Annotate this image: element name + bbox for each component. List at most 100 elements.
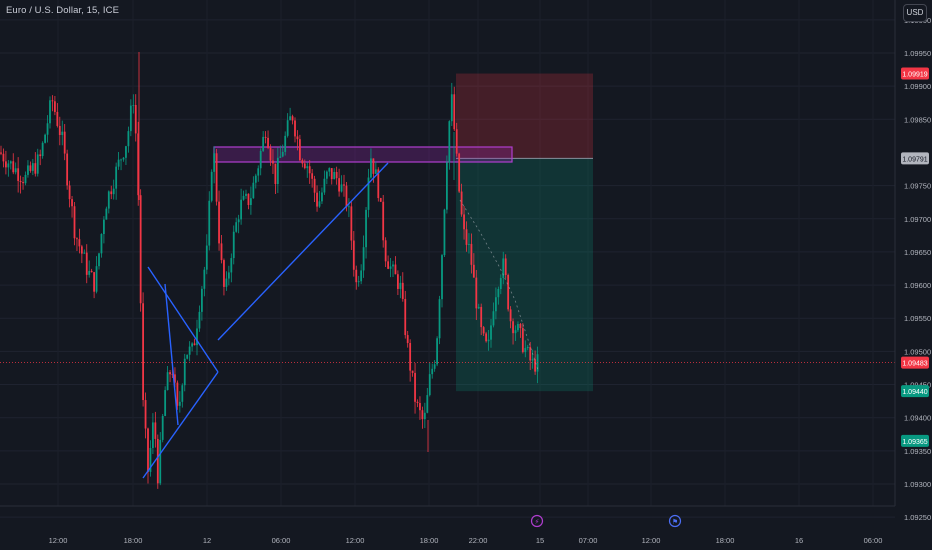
- candle: [215, 149, 218, 206]
- candle: [414, 363, 416, 414]
- candle: [250, 186, 252, 215]
- candle: [80, 244, 83, 264]
- candle: [419, 396, 421, 420]
- candle: [289, 107, 291, 121]
- candle: [186, 354, 189, 360]
- currency-button[interactable]: USD: [903, 4, 927, 22]
- candle: [529, 341, 532, 371]
- candle: [193, 338, 196, 346]
- candle: [181, 383, 184, 408]
- time-label: 12: [203, 536, 211, 545]
- trend-line[interactable]: [217, 162, 389, 341]
- candle: [61, 120, 64, 146]
- candle: [191, 342, 193, 352]
- candle: [24, 171, 27, 186]
- lightning-event-icon[interactable]: ⚡: [530, 514, 544, 528]
- candle: [125, 145, 127, 165]
- time-label: 16: [795, 536, 803, 545]
- candle: [357, 275, 360, 287]
- price-label: 1.09500: [904, 347, 931, 356]
- candle: [497, 286, 500, 305]
- chart-overlays: [0, 162, 895, 479]
- svg-text:1.09791: 1.09791: [902, 156, 927, 163]
- candle: [448, 120, 451, 170]
- candle: [78, 228, 81, 254]
- candle: [453, 86, 456, 131]
- candle: [14, 162, 17, 175]
- candle: [499, 274, 502, 295]
- trend-line[interactable]: [147, 266, 219, 373]
- candle: [487, 330, 490, 351]
- candle: [480, 303, 483, 336]
- candle: [49, 96, 51, 129]
- candle: [521, 323, 524, 354]
- candle: [340, 175, 343, 193]
- candle: [139, 189, 142, 312]
- candle: [514, 325, 517, 342]
- candle: [198, 305, 201, 332]
- candle: [472, 253, 475, 278]
- candle: [406, 330, 409, 348]
- candle: [152, 413, 154, 454]
- candle: [367, 168, 370, 218]
- candle: [176, 380, 179, 410]
- candle: [17, 157, 20, 193]
- price-label: 1.09550: [904, 314, 931, 323]
- candle: [132, 94, 135, 114]
- candle: [382, 194, 385, 248]
- time-label: 18:00: [124, 536, 143, 545]
- svg-text:1.09440: 1.09440: [902, 389, 927, 396]
- candle: [66, 149, 69, 190]
- price-label: 1.09450: [904, 381, 931, 390]
- price-label: 1.09850: [904, 115, 931, 124]
- stop-loss-zone[interactable]: [456, 73, 593, 159]
- candle: [0, 145, 2, 156]
- candle: [227, 265, 230, 286]
- candle: [147, 427, 149, 484]
- candle: [142, 292, 144, 407]
- candle: [112, 179, 115, 200]
- time-axis[interactable]: 12:00 18:00 12 06:00 12:00 18:00 22:00 15 07:00 1…: [0, 505, 895, 545]
- candle: [254, 173, 257, 189]
- price-label: 1.09700: [904, 215, 931, 224]
- trend-line[interactable]: [142, 371, 219, 479]
- candle: [534, 350, 536, 375]
- candle: [492, 302, 495, 328]
- price-tag: 1.09483: [901, 356, 929, 369]
- candle: [100, 233, 103, 258]
- candle: [316, 185, 318, 212]
- price-tag: 1.09791: [901, 152, 929, 165]
- price-axis[interactable]: 1.100001.099501.099001.098501.097501.097…: [894, 0, 932, 550]
- candle: [88, 260, 91, 278]
- trend-line[interactable]: [164, 283, 179, 426]
- candle: [365, 206, 367, 259]
- flag-event-icon[interactable]: ⚑: [668, 514, 682, 528]
- candle: [267, 130, 269, 150]
- candle: [31, 158, 34, 176]
- candle: [502, 251, 505, 285]
- candle: [85, 244, 88, 284]
- resistance-box[interactable]: [213, 146, 513, 163]
- candle: [509, 306, 512, 329]
- candle: [178, 391, 181, 413]
- time-label: 22:00: [469, 536, 488, 545]
- candle: [218, 190, 220, 251]
- take-profit-zone[interactable]: [456, 158, 593, 392]
- candle: [443, 208, 446, 258]
- time-label: 12:00: [346, 536, 365, 545]
- candle: [294, 117, 296, 143]
- candle: [338, 168, 340, 197]
- candle: [450, 82, 453, 126]
- candle: [423, 402, 426, 429]
- candle: [39, 149, 42, 166]
- candle: [284, 131, 287, 156]
- candle: [460, 183, 463, 217]
- candle: [5, 150, 7, 175]
- price-label: 1.09250: [904, 513, 931, 522]
- candle: [519, 322, 522, 338]
- candle: [401, 272, 404, 302]
- candle: [98, 252, 100, 270]
- candle: [235, 217, 238, 233]
- grid-lines: [0, 19, 895, 518]
